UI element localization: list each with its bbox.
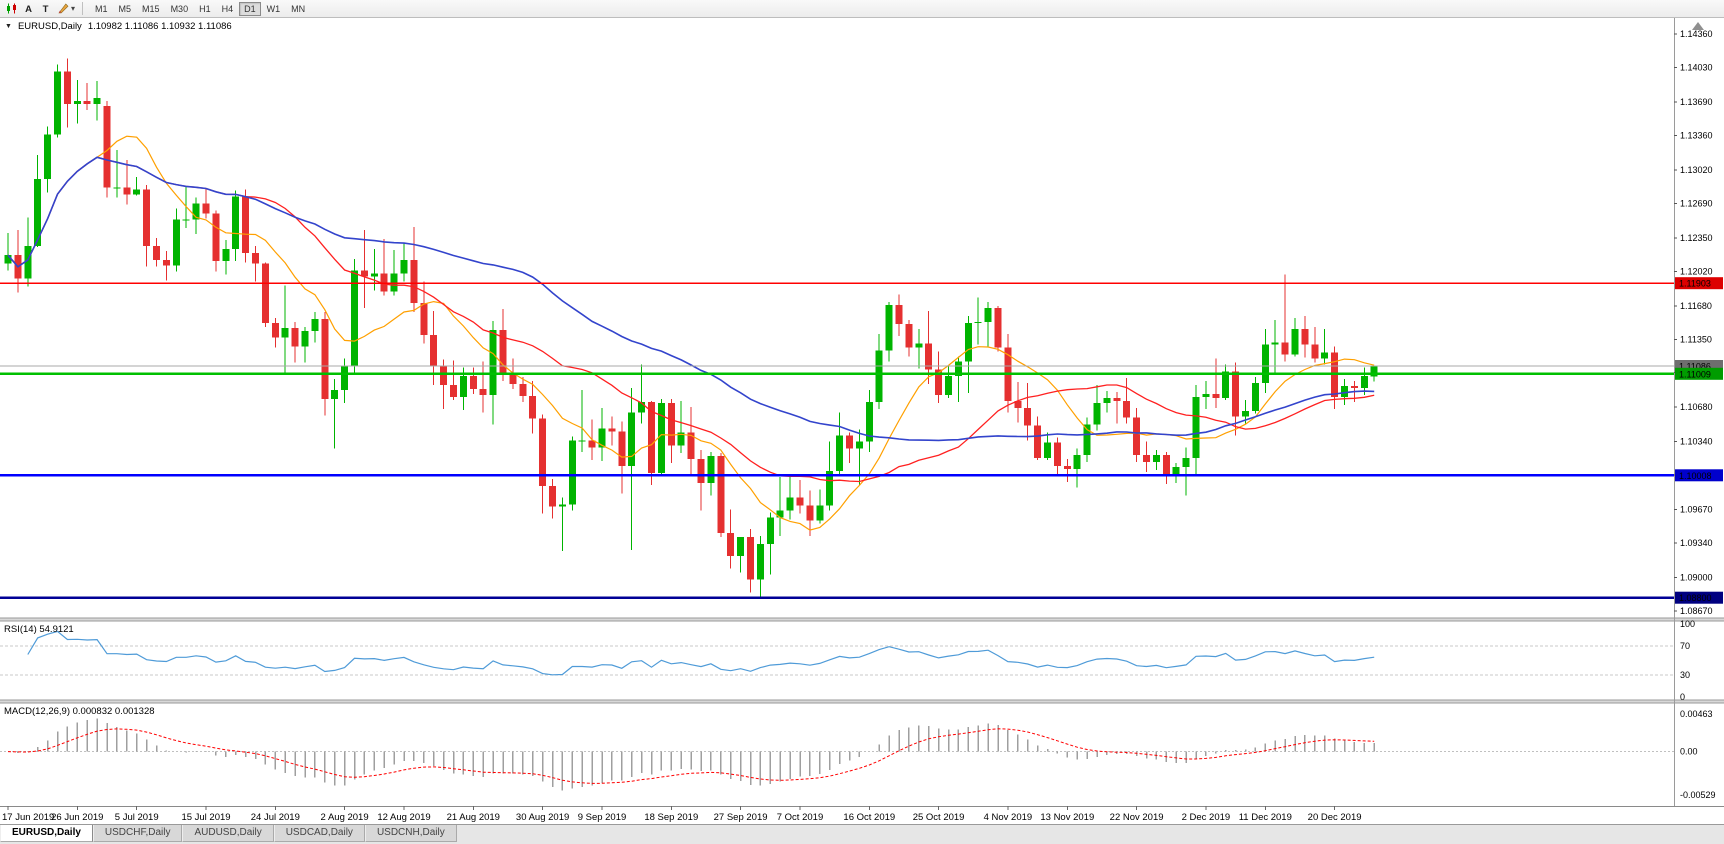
svg-text:100: 100: [1680, 619, 1695, 629]
svg-text:15 Jul 2019: 15 Jul 2019: [181, 812, 230, 823]
toolbar: A T ▾ M1 M5 M15 M30 H1 H4 D1 W1 MN: [0, 0, 1724, 18]
svg-text:1.10340: 1.10340: [1680, 437, 1713, 447]
support-navy-tag: 1.08800: [1675, 591, 1723, 604]
timeframe-h1[interactable]: H1: [199, 3, 211, 14]
timeframe-h4[interactable]: H4: [221, 3, 234, 14]
chart-area: ▼ EURUSD,Daily 1.10982 1.11086 1.10932 1…: [0, 18, 1724, 824]
chart-type-icon[interactable]: [3, 2, 19, 16]
arrow-tool-button[interactable]: A: [21, 2, 36, 16]
svg-text:27 Sep 2019: 27 Sep 2019: [714, 812, 768, 823]
pane-splitter-0[interactable]: [0, 618, 1724, 621]
timeframe-m30[interactable]: M30: [170, 3, 189, 14]
svg-text:21 Aug 2019: 21 Aug 2019: [447, 812, 500, 823]
svg-text:17 Jun 2019: 17 Jun 2019: [2, 812, 54, 823]
resistance-red-tag: 1.11903: [1675, 277, 1723, 290]
chart-tabs: EURUSD,Daily USDCHF,Daily AUDUSD,Daily USDC…: [0, 824, 1724, 844]
svg-text:1.12020: 1.12020: [1680, 266, 1713, 276]
chart-background: [0, 18, 1724, 824]
svg-text:9 Sep 2019: 9 Sep 2019: [578, 812, 627, 823]
svg-text:30: 30: [1680, 670, 1690, 680]
timeframe-mn[interactable]: MN: [291, 3, 306, 14]
ohlc-values: 1.10982 1.11086 1.10932 1.11086: [87, 21, 232, 32]
macd-pane: 0.00463 0.00 -0.00529 MACD(12,26,9) 0.00083…: [0, 706, 1716, 800]
dropdown-arrow-icon[interactable]: ▾: [71, 4, 76, 13]
svg-text:1.11086: 1.11086: [1679, 362, 1711, 372]
svg-text:1.08670: 1.08670: [1680, 606, 1713, 616]
svg-text:1.10008: 1.10008: [1679, 471, 1712, 481]
svg-text:1.11350: 1.11350: [1680, 334, 1712, 344]
chart-tab-eurusd[interactable]: EURUSD,Daily: [0, 825, 93, 842]
svg-text:2 Aug 2019: 2 Aug 2019: [321, 812, 369, 823]
svg-text:25 Oct 2019: 25 Oct 2019: [913, 812, 965, 823]
svg-text:1.08800: 1.08800: [1679, 593, 1712, 603]
svg-text:70: 70: [1680, 641, 1690, 651]
svg-text:1.09000: 1.09000: [1680, 573, 1713, 583]
svg-text:1.10680: 1.10680: [1680, 402, 1713, 412]
chart-tab-usdcnh[interactable]: USDCNH,Daily: [364, 825, 457, 842]
svg-text:7 Oct 2019: 7 Oct 2019: [777, 812, 823, 823]
svg-text:1.09670: 1.09670: [1680, 505, 1713, 515]
svg-text:1.13020: 1.13020: [1680, 165, 1713, 175]
svg-text:1.13690: 1.13690: [1680, 97, 1713, 107]
svg-text:11 Dec 2019: 11 Dec 2019: [1239, 812, 1292, 823]
rsi-pane: 100 70 30 0 RSI(14) 54.9121: [0, 619, 1695, 702]
timeframe-m1[interactable]: M1: [95, 3, 108, 14]
timeframe-buttons: M1 M5 M15 M30 H1 H4 D1 W1 MN: [90, 1, 310, 16]
toolbar-separator: [82, 2, 84, 15]
chart-tab-usdcad[interactable]: USDCAD,Daily: [273, 825, 365, 842]
rsi-line: [27, 630, 1375, 676]
svg-text:18 Sep 2019: 18 Sep 2019: [644, 812, 698, 823]
macd-histogram: [17, 718, 1375, 791]
rsi-label: RSI(14) 54.9121: [4, 624, 74, 635]
chart-tab-audusd[interactable]: AUDUSD,Daily: [182, 825, 274, 842]
symbol-period: EURUSD,Daily: [17, 21, 82, 32]
svg-text:0: 0: [1680, 692, 1685, 702]
svg-text:1.11009: 1.11009: [1679, 369, 1711, 379]
svg-text:0.00: 0.00: [1680, 747, 1698, 757]
svg-text:1.12690: 1.12690: [1680, 199, 1713, 209]
svg-text:22 Nov 2019: 22 Nov 2019: [1110, 812, 1164, 823]
svg-text:1.11903: 1.11903: [1679, 279, 1711, 289]
chart-tab-usdchf[interactable]: USDCHF,Daily: [92, 825, 183, 842]
pane-splitter-1[interactable]: [0, 700, 1724, 703]
timeframe-d1[interactable]: D1: [239, 1, 261, 16]
ma-fast-line[interactable]: [7, 135, 1375, 531]
svg-text:26 Jun 2019: 26 Jun 2019: [51, 812, 103, 823]
svg-text:1.14360: 1.14360: [1680, 29, 1713, 39]
svg-text:2 Dec 2019: 2 Dec 2019: [1182, 812, 1231, 823]
svg-text:-0.00529: -0.00529: [1680, 790, 1716, 800]
macd-signal-line: [7, 728, 1375, 784]
scroll-up-icon[interactable]: [1692, 22, 1704, 30]
macd-label: MACD(12,26,9) 0.000832 0.001328: [4, 706, 155, 717]
svg-text:16 Oct 2019: 16 Oct 2019: [843, 812, 895, 823]
ma-slow-line[interactable]: [7, 156, 1375, 442]
svg-text:1.13360: 1.13360: [1680, 131, 1713, 141]
chart-canvas[interactable]: 1.14360 1.14030 1.13690 1.13360 1.13020 1.126…: [0, 18, 1724, 824]
svg-text:20 Dec 2019: 20 Dec 2019: [1308, 812, 1362, 823]
collapse-icon[interactable]: ▼: [5, 23, 12, 30]
svg-text:30 Aug 2019: 30 Aug 2019: [516, 812, 569, 823]
timeframe-m5[interactable]: M5: [118, 3, 132, 14]
chart-title: ▼ EURUSD,Daily 1.10982 1.11086 1.10932 1…: [5, 21, 232, 32]
timeframe-w1[interactable]: W1: [266, 3, 281, 14]
svg-text:5 Jul 2019: 5 Jul 2019: [115, 812, 159, 823]
support-green-tag: 1.11009: [1675, 367, 1723, 380]
timeframe-m15[interactable]: M15: [142, 3, 160, 14]
colors-icon[interactable]: [55, 2, 71, 16]
support-blue-tag: 1.10008: [1675, 469, 1723, 482]
svg-text:24 Jul 2019: 24 Jul 2019: [251, 812, 300, 823]
svg-text:1.09340: 1.09340: [1680, 538, 1713, 548]
svg-text:1.12350: 1.12350: [1680, 233, 1713, 243]
svg-text:12 Aug 2019: 12 Aug 2019: [377, 812, 430, 823]
svg-text:4 Nov 2019: 4 Nov 2019: [984, 812, 1033, 823]
text-tool-button[interactable]: T: [38, 2, 53, 16]
svg-text:0.00463: 0.00463: [1680, 709, 1713, 719]
svg-text:1.11680: 1.11680: [1680, 301, 1712, 311]
svg-text:13 Nov 2019: 13 Nov 2019: [1040, 812, 1094, 823]
svg-text:1.14030: 1.14030: [1680, 63, 1713, 73]
